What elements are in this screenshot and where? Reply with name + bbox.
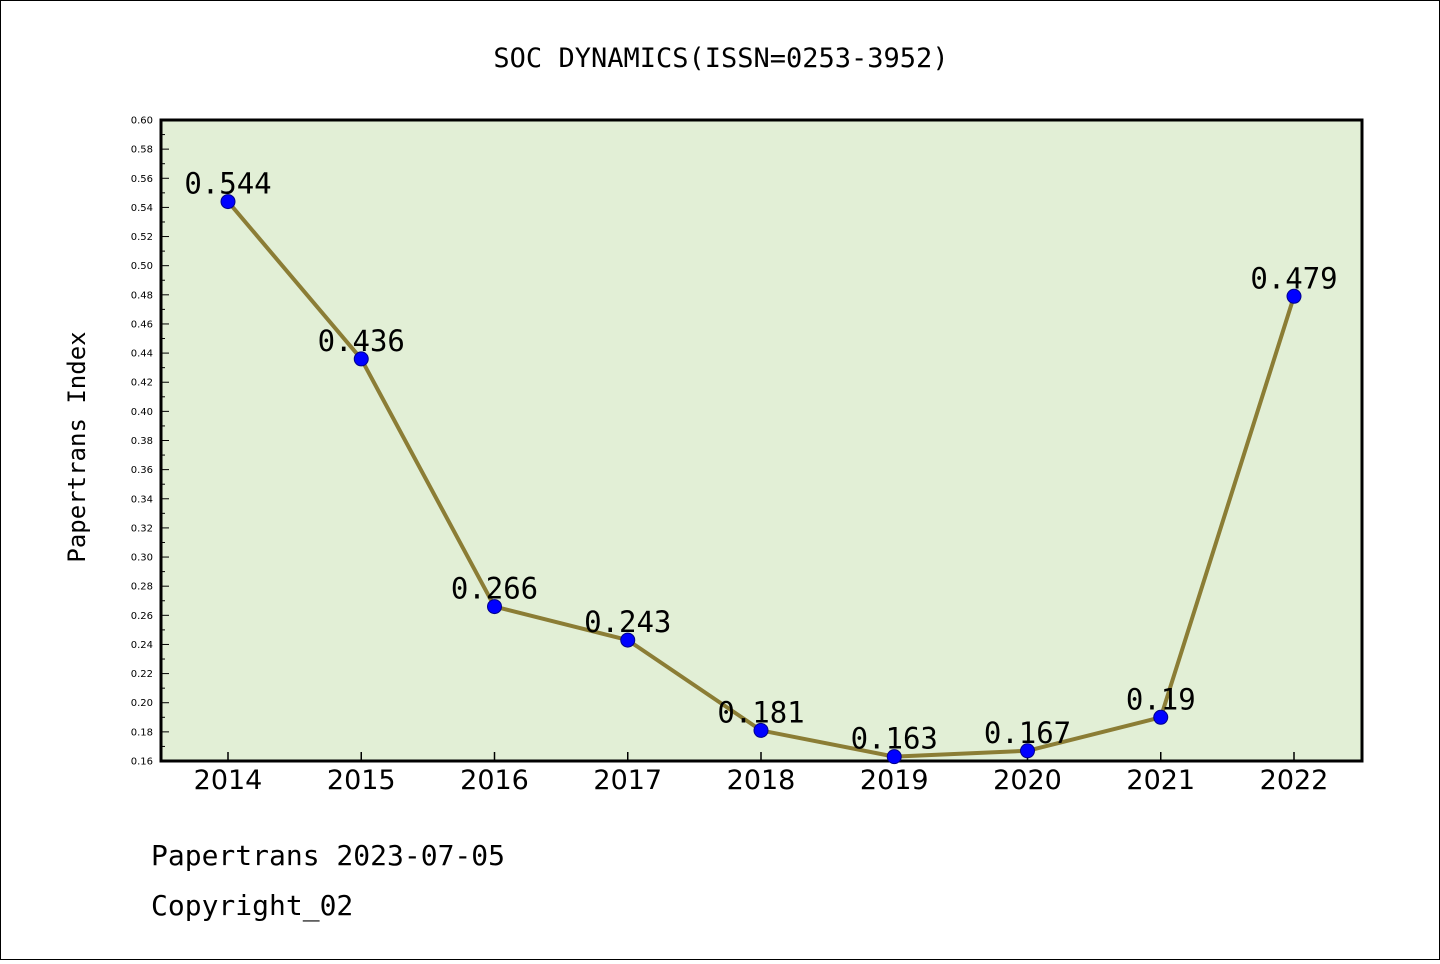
y-tick-label: 0.48	[131, 290, 153, 301]
data-label: 0.243	[584, 605, 671, 639]
data-point-marker	[1286, 288, 1302, 304]
chart-title: SOC DYNAMICS(ISSN=0253-3952)	[493, 43, 948, 74]
y-tick-label: 0.18	[131, 727, 153, 738]
y-tick-label: 0.44	[131, 349, 153, 360]
series-group: 0.544 0.436 0.266 0.243 0.181 0.163 0.167 0.19 0…	[184, 167, 1338, 765]
data-label: 0.544	[184, 167, 271, 201]
data-label: 0.167	[984, 716, 1071, 750]
y-tick-label: 0.46	[131, 319, 153, 330]
data-point-marker	[220, 194, 236, 210]
data-point-marker	[1020, 743, 1035, 759]
y-tick-label: 0.40	[131, 407, 153, 418]
footer-copyright: Copyright_02	[151, 889, 353, 923]
y-tick-label: 0.34	[131, 494, 153, 505]
data-point-marker	[1153, 709, 1169, 725]
x-tick-label: 2018	[727, 765, 796, 796]
y-tick-label: 0.50	[131, 261, 153, 272]
data-point-marker	[753, 722, 769, 738]
data-label: 0.479	[1250, 261, 1337, 295]
y-tick-label: 0.28	[131, 582, 153, 593]
x-axis: 2014 2015 2016 2017 2018 2019 2020 2021 2022	[194, 752, 1329, 796]
y-tick-label: 0.26	[131, 611, 153, 622]
footer-date: Papertrans 2023-07-05	[151, 839, 505, 872]
y-tick-label: 0.56	[131, 174, 153, 185]
data-label: 0.266	[451, 572, 538, 606]
x-tick-label: 2017	[593, 765, 662, 796]
y-tick-label: 0.36	[131, 465, 153, 476]
data-point-marker	[487, 599, 502, 615]
y-tick-label: 0.52	[131, 232, 153, 243]
y-tick-label: 0.30	[131, 553, 153, 564]
x-tick-label: 2019	[860, 765, 929, 796]
y-tick-label: 0.58	[131, 145, 153, 156]
y-axis: 0.16 0.18 0.20 0.22 0.24 0.26 0.28 0.30 0.32 0.34…	[131, 116, 169, 768]
y-tick-label: 0.60	[131, 116, 153, 127]
data-point-marker	[620, 632, 636, 648]
x-tick-label: 2022	[1260, 765, 1329, 796]
y-tick-label: 0.22	[131, 669, 153, 680]
y-axis-label: Papertrans Index	[63, 331, 91, 562]
y-tick-label: 0.38	[131, 436, 153, 447]
y-tick-label: 0.20	[131, 698, 153, 709]
y-tick-label: 0.24	[131, 640, 153, 651]
x-tick-label: 2021	[1126, 765, 1195, 796]
y-tick-label: 0.16	[131, 757, 153, 768]
x-tick-label: 2020	[993, 765, 1062, 796]
x-tick-label: 2016	[460, 765, 529, 796]
data-label: 0.181	[717, 695, 804, 729]
y-tick-label: 0.54	[131, 203, 153, 214]
plot-area	[159, 118, 1364, 763]
data-label: 0.436	[318, 324, 405, 358]
data-label: 0.19	[1126, 682, 1196, 716]
x-tick-label: 2014	[194, 765, 263, 796]
y-tick-label: 0.42	[131, 378, 153, 389]
data-point-marker	[353, 351, 369, 367]
data-point-marker	[886, 749, 902, 765]
data-label: 0.163	[851, 722, 938, 756]
x-tick-label: 2015	[327, 765, 396, 796]
y-tick-label: 0.32	[131, 523, 153, 534]
